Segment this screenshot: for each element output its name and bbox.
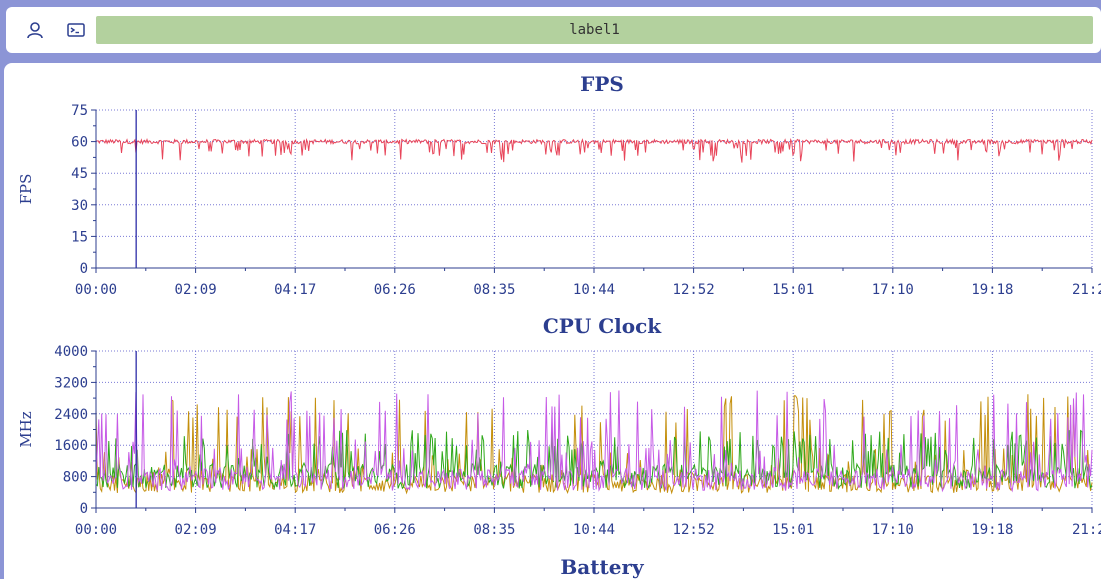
x-tick-label: 10:44 [573,282,615,298]
x-tick-label: 06:26 [374,282,416,298]
x-tick-label: 15:01 [772,522,814,538]
terminal-icon[interactable] [63,17,89,43]
y-tick-label: 1600 [54,438,88,454]
x-tick-label: 12:52 [673,282,715,298]
toolbar: label1 [6,7,1101,53]
charts-panel: FPS 0 15 30 45 60 75 00:00 02:09 04:17 06:26 08:35 1… [4,63,1101,579]
x-tick-label: 00:00 [75,282,117,298]
x-tick-label: 21:2 [1072,282,1101,298]
y-tick-label: 75 [71,103,88,119]
x-tick-label: 21:2 [1072,522,1101,538]
x-tick-label: 19:18 [971,282,1013,298]
y-tick-label: 800 [63,470,88,486]
y-axis-label-1: MHz [17,411,35,447]
x-tick-label: 08:35 [473,282,515,298]
x-tick-label: 02:09 [175,522,217,538]
x-tick-label: 17:10 [872,522,914,538]
y-axis-label-0: FPS [17,174,35,205]
grid-0 [95,109,1093,269]
charts-canvas: FPS 0 15 30 45 60 75 00:00 02:09 04:17 06:26 08:35 1… [17,72,1101,579]
x-tick-label: 00:00 [75,522,117,538]
grid-1 [95,350,1093,509]
user-icon[interactable] [22,17,48,43]
y-tick-label: 0 [80,261,88,277]
x-tick-label: 06:26 [374,522,416,538]
chart-title-0: FPS [580,72,624,96]
y-tick-label: 30 [71,198,88,214]
y-tick-label: 60 [71,135,88,151]
x-tick-label: 02:09 [175,282,217,298]
y-tick-label: 4000 [54,344,88,360]
x-tick-label: 04:17 [274,282,316,298]
y-tick-label: 0 [80,501,88,517]
y-tick-label: 3200 [54,375,88,391]
label1-field: label1 [96,16,1093,44]
chart-title-1: CPU Clock [543,314,662,338]
x-tick-label: 08:35 [473,522,515,538]
x-tick-label: 19:18 [971,522,1013,538]
x-tick-label: 12:52 [673,522,715,538]
x-tick-label: 10:44 [573,522,615,538]
series-line-1-2 [95,390,1093,493]
x-tick-label: 15:01 [772,282,814,298]
y-tick-label: 2400 [54,407,88,423]
series-line-0-0 [95,137,1093,163]
x-tick-label: 04:17 [274,522,316,538]
chart-title-2: Battery [560,555,645,579]
y-tick-label: 15 [71,229,88,245]
y-tick-label: 45 [71,166,88,182]
x-tick-label: 17:10 [872,282,914,298]
